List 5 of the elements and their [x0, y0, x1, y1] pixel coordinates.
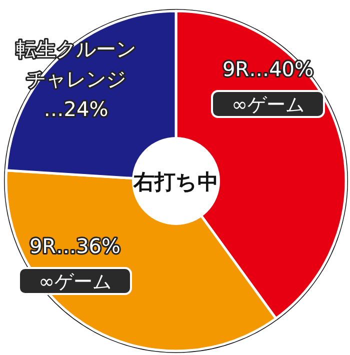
text: 右打ち中: [132, 170, 218, 194]
slice-label: 9R…36%: [29, 234, 121, 258]
text: ∞ゲーム: [38, 271, 112, 293]
data-label: …24%: [44, 97, 108, 121]
text: ∞ゲーム: [232, 94, 304, 116]
